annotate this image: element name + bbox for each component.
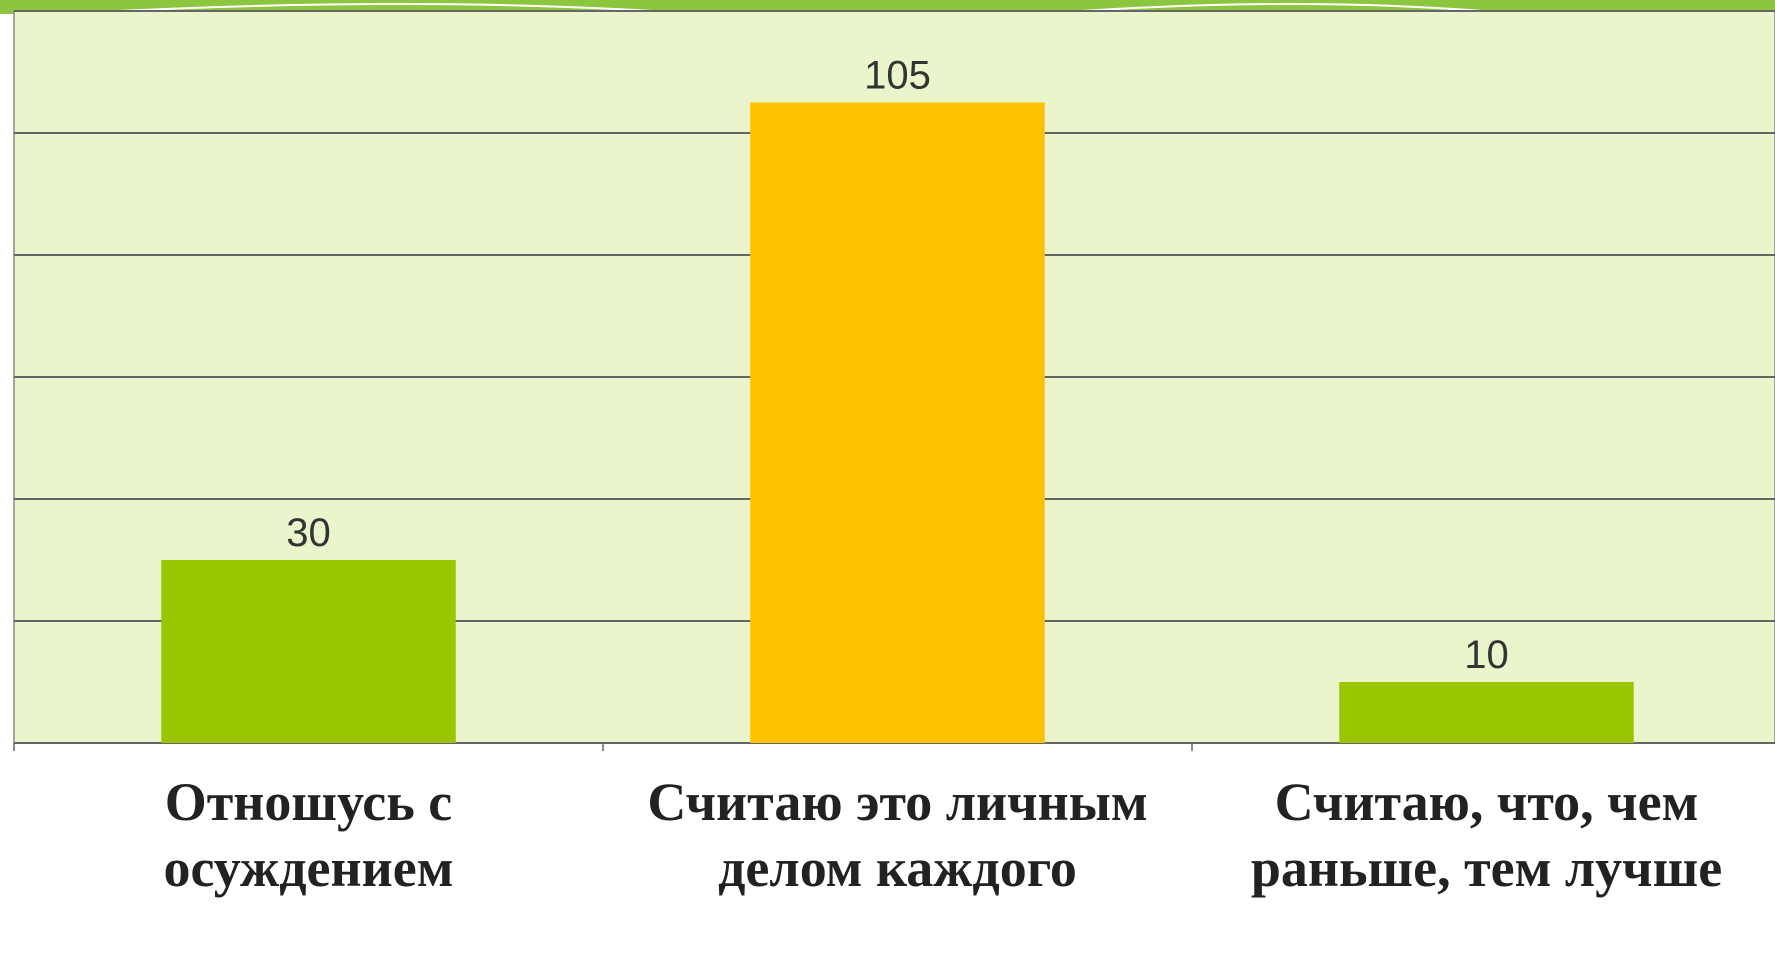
top-decoration bbox=[59, 3, 1521, 15]
bar bbox=[1339, 682, 1634, 743]
value-label: 10 bbox=[1464, 633, 1509, 677]
value-label: 105 bbox=[864, 54, 931, 98]
x-tick-label: Отношусь с осуждением bbox=[163, 772, 454, 898]
bar bbox=[750, 102, 1045, 743]
x-tick-label: Считаю это личным делом каждого bbox=[647, 772, 1148, 898]
value-label: 30 bbox=[286, 511, 331, 555]
bar bbox=[161, 560, 456, 743]
x-tick-label: Считаю, что, чем раньше, тем лучше bbox=[1250, 772, 1723, 898]
